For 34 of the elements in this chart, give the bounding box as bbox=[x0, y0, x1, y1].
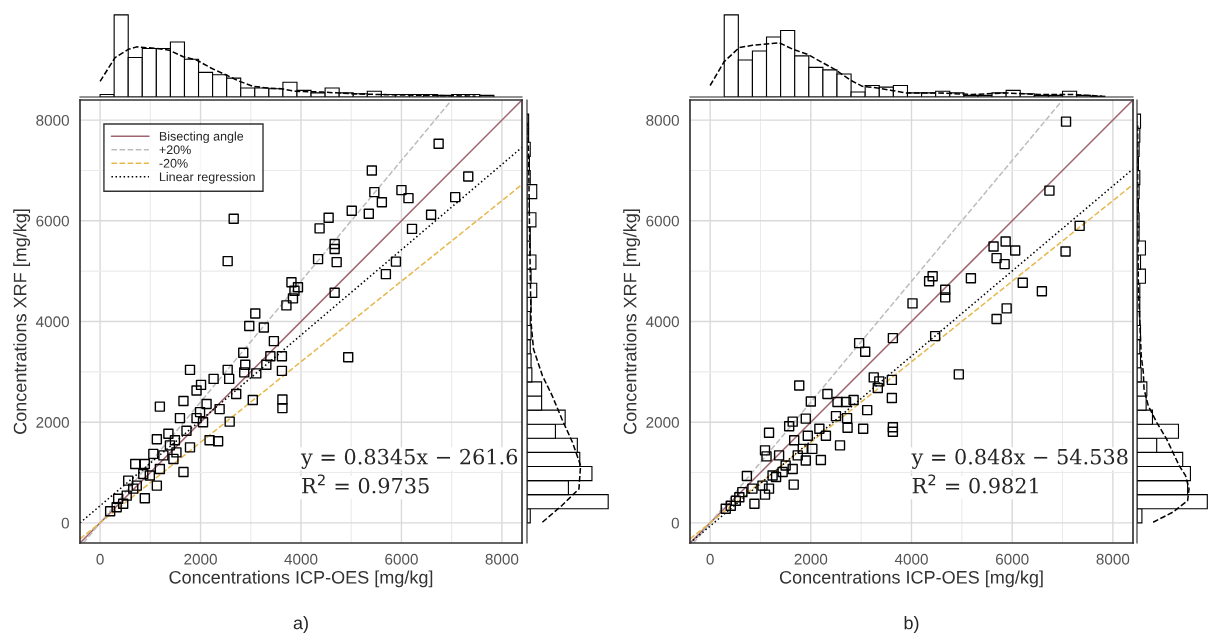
annotation: y = 0.8345x − 261.6 bbox=[300, 448, 518, 469]
x-axis-title: Concentrations ICP-OES [mg/kg] bbox=[779, 570, 1043, 588]
text: b) bbox=[904, 616, 919, 633]
y-tick-label: 6000 bbox=[36, 215, 69, 227]
x-tick-label: 2000 bbox=[794, 553, 828, 565]
x-tick-label: 8000 bbox=[485, 553, 519, 565]
x-tick-label: 6000 bbox=[385, 553, 418, 565]
y-tick-label: 4000 bbox=[35, 316, 69, 328]
legend-label: +20% bbox=[159, 145, 191, 155]
x-tick-label: 0 bbox=[706, 553, 714, 565]
legend-label: Bisecting angle bbox=[159, 131, 244, 144]
y-tick-label: 6000 bbox=[646, 215, 679, 227]
y-tick-label: 0 bbox=[671, 517, 679, 529]
y-tick-label: 0 bbox=[61, 517, 69, 529]
x-tick-label: 0 bbox=[96, 553, 104, 565]
y-tick-label: 2000 bbox=[36, 417, 69, 428]
x-tick-label: 6000 bbox=[995, 553, 1029, 565]
x-tick-label: 4000 bbox=[894, 553, 928, 565]
y-tick-label: 8000 bbox=[646, 115, 679, 126]
x-tick-label: 2000 bbox=[184, 553, 217, 565]
x-tick-label: 4000 bbox=[284, 553, 318, 565]
x-tick-label: 8000 bbox=[1096, 553, 1130, 565]
x-axis-title: Concentrations ICP-OES [mg/kg] bbox=[169, 570, 433, 588]
y-tick-label: 8000 bbox=[36, 115, 69, 126]
text: a) bbox=[293, 616, 308, 633]
annotation: y = 0.848x − 54.538 bbox=[911, 448, 1128, 469]
y-tick-label: 2000 bbox=[646, 417, 679, 428]
y-tick-label: 4000 bbox=[645, 316, 679, 328]
y-axis-title: Concentrations XRF [mg/kg] bbox=[623, 209, 641, 434]
y-axis-title: Concentrations XRF [mg/kg] bbox=[13, 209, 31, 434]
annotation: R$^{2}$ = 0.9821 bbox=[912, 474, 1038, 494]
annotation: R$^{2}$ = 0.9735 bbox=[302, 474, 429, 494]
legend-label: -20% bbox=[159, 158, 188, 168]
legend-label: Linear regression bbox=[159, 172, 255, 184]
